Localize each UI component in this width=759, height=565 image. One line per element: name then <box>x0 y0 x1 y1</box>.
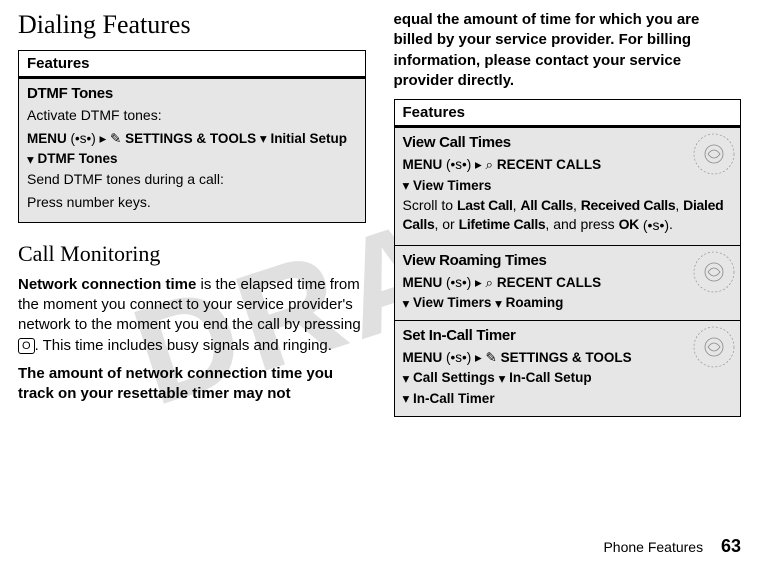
down-arrow-icon: ▾ <box>403 369 410 389</box>
lifetime-calls: Lifetime Calls <box>459 216 546 232</box>
down-arrow-icon: ▾ <box>499 369 506 389</box>
menu-label: MENU <box>403 275 443 290</box>
incall-timer-menu: MENU (•s•) ▸ ✎ SETTINGS & TOOLS ▾ Call S… <box>403 348 733 410</box>
tools-icon: ✎ <box>486 348 497 368</box>
recent-icon: ⌕ <box>486 155 494 175</box>
network-time-lead: Network connection time <box>18 276 196 293</box>
network-time-paragraph: Network connection time is the elapsed t… <box>18 275 366 356</box>
network-time-tail: . This time includes busy signals and ri… <box>35 337 332 354</box>
features-box-right: Features View Call Times MENU (•s•) ▸ ⌕ … <box>394 99 742 417</box>
dtmf-press-keys: Press number keys. <box>27 193 357 212</box>
features-header-right: Features <box>395 100 741 128</box>
features-header-left: Features <box>19 51 365 79</box>
menu-label: MENU <box>403 350 443 365</box>
feature-seal-icon <box>692 250 736 294</box>
call-settings-label: Call Settings <box>413 370 495 385</box>
right-arrow-icon: ▸ <box>475 348 482 368</box>
recent-calls-label: RECENT CALLS <box>497 275 601 290</box>
menu-label: MENU <box>27 131 67 146</box>
down-arrow-icon: ▾ <box>27 150 34 170</box>
down-arrow-icon: ▾ <box>495 294 502 314</box>
features-box-left: Features DTMF Tones Activate DTMF tones:… <box>18 50 366 223</box>
footer-section: Phone Features <box>603 539 703 555</box>
feature-seal-icon <box>692 132 736 176</box>
dtmf-send-during: Send DTMF tones during a call: <box>27 170 357 189</box>
dtmf-title: DTMF Tones <box>27 85 357 102</box>
heading-dialing-features: Dialing Features <box>18 10 366 40</box>
scroll-to-line: Scroll to Last Call, All Calls, Received… <box>403 196 733 235</box>
billing-note-start: The amount of network connection time yo… <box>18 364 366 405</box>
dtmf-section: DTMF Tones Activate DTMF tones: MENU (•s… <box>19 79 365 222</box>
page-content: Dialing Features Features DTMF Tones Act… <box>0 0 759 423</box>
down-arrow-icon: ▾ <box>403 294 410 314</box>
page-number: 63 <box>721 536 741 556</box>
view-timers-label: View Timers <box>413 295 491 310</box>
last-call: Last Call <box>457 197 513 213</box>
center-key-icon: (•s•) <box>446 348 471 368</box>
view-call-times-title: View Call Times <box>403 134 733 151</box>
view-call-times-menu: MENU (•s•) ▸ ⌕ RECENT CALLS ▾ View Timer… <box>403 155 733 196</box>
view-roaming-title: View Roaming Times <box>403 252 733 269</box>
page-footer: Phone Features 63 <box>603 536 741 557</box>
view-timers-label: View Timers <box>413 178 491 193</box>
dtmf-menu-path: MENU (•s•) ▸ ✎ SETTINGS & TOOLS ▾ Initia… <box>27 129 357 170</box>
settings-tools-label: SETTINGS & TOOLS <box>501 350 632 365</box>
down-arrow-icon: ▾ <box>403 389 410 409</box>
roaming-label: Roaming <box>506 295 564 310</box>
initial-setup-label: Initial Setup <box>270 131 347 146</box>
center-key-icon: (•s•) <box>643 216 669 235</box>
feature-seal-icon <box>692 325 736 369</box>
dtmf-activate: Activate DTMF tones: <box>27 106 357 125</box>
ok-label: OK <box>619 216 639 232</box>
dtmf-tones-label: DTMF Tones <box>38 151 118 166</box>
tools-icon: ✎ <box>110 129 121 149</box>
all-calls: All Calls <box>520 197 573 213</box>
incall-setup-label: In-Call Setup <box>509 370 592 385</box>
left-column: Dialing Features Features DTMF Tones Act… <box>18 10 366 423</box>
right-arrow-icon: ▸ <box>99 129 106 149</box>
view-roaming-section: View Roaming Times MENU (•s•) ▸ ⌕ RECENT… <box>395 246 741 321</box>
down-arrow-icon: ▾ <box>403 176 410 196</box>
right-arrow-icon: ▸ <box>475 273 482 293</box>
center-key-icon: (•s•) <box>446 155 471 175</box>
billing-note-cont: equal the amount of time for which you a… <box>394 10 742 91</box>
menu-label: MENU <box>403 157 443 172</box>
incall-timer-title: Set In-Call Timer <box>403 327 733 344</box>
end-key-icon: O <box>18 338 35 354</box>
settings-tools-label: SETTINGS & TOOLS <box>125 131 256 146</box>
heading-call-monitoring: Call Monitoring <box>18 241 366 267</box>
right-arrow-icon: ▸ <box>475 155 482 175</box>
recent-calls-label: RECENT CALLS <box>497 157 601 172</box>
received-calls: Received Calls <box>581 197 676 213</box>
recent-icon: ⌕ <box>486 273 494 293</box>
center-key-icon: (•s•) <box>446 273 471 293</box>
right-column: equal the amount of time for which you a… <box>394 10 742 423</box>
incall-timer-label: In-Call Timer <box>413 391 495 406</box>
down-arrow-icon: ▾ <box>260 129 267 149</box>
press-ok-text: , and press <box>545 216 618 232</box>
center-key-icon: (•s•) <box>71 129 96 149</box>
view-call-times-section: View Call Times MENU (•s•) ▸ ⌕ RECENT CA… <box>395 128 741 246</box>
scroll-pre: Scroll to <box>403 197 457 213</box>
set-incall-section: Set In-Call Timer MENU (•s•) ▸ ✎ SETTING… <box>395 321 741 416</box>
view-roaming-menu: MENU (•s•) ▸ ⌕ RECENT CALLS ▾ View Timer… <box>403 273 733 314</box>
